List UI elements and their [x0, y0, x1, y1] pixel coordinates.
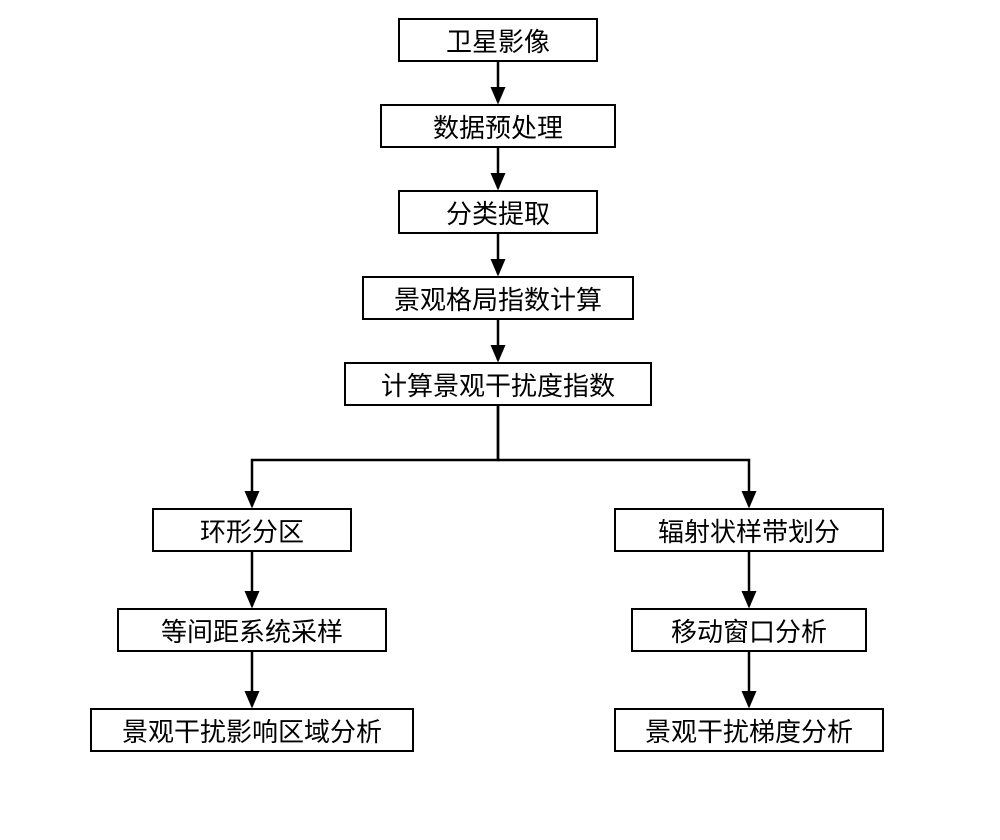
node-label: 移动窗口分析 [671, 612, 827, 649]
flowchart-edge [252, 406, 498, 506]
node-label: 卫星影像 [446, 22, 550, 59]
flowchart-node-l1: 环形分区 [152, 508, 352, 552]
flowchart-node-n4: 景观格局指数计算 [362, 276, 634, 320]
node-label: 计算景观干扰度指数 [381, 366, 615, 403]
node-label: 辐射状样带划分 [658, 512, 840, 549]
node-label: 环形分区 [200, 512, 304, 549]
flowchart-node-l3: 景观干扰影响区域分析 [90, 708, 414, 752]
flowchart-node-r3: 景观干扰梯度分析 [614, 708, 884, 752]
flowchart-node-n1: 卫星影像 [398, 18, 598, 62]
flowchart-node-n2: 数据预处理 [380, 104, 616, 148]
flowchart-node-n5: 计算景观干扰度指数 [344, 362, 652, 406]
node-label: 景观格局指数计算 [394, 280, 602, 317]
node-label: 景观干扰梯度分析 [645, 712, 853, 749]
node-label: 景观干扰影响区域分析 [122, 712, 382, 749]
flowchart-edge [498, 406, 749, 506]
node-label: 数据预处理 [433, 108, 563, 145]
node-label: 分类提取 [446, 194, 550, 231]
flowchart-node-l2: 等间距系统采样 [117, 608, 387, 652]
flowchart-node-r2: 移动窗口分析 [631, 608, 867, 652]
flowchart-node-n3: 分类提取 [398, 190, 598, 234]
flowchart-node-r1: 辐射状样带划分 [614, 508, 884, 552]
node-label: 等间距系统采样 [161, 612, 343, 649]
